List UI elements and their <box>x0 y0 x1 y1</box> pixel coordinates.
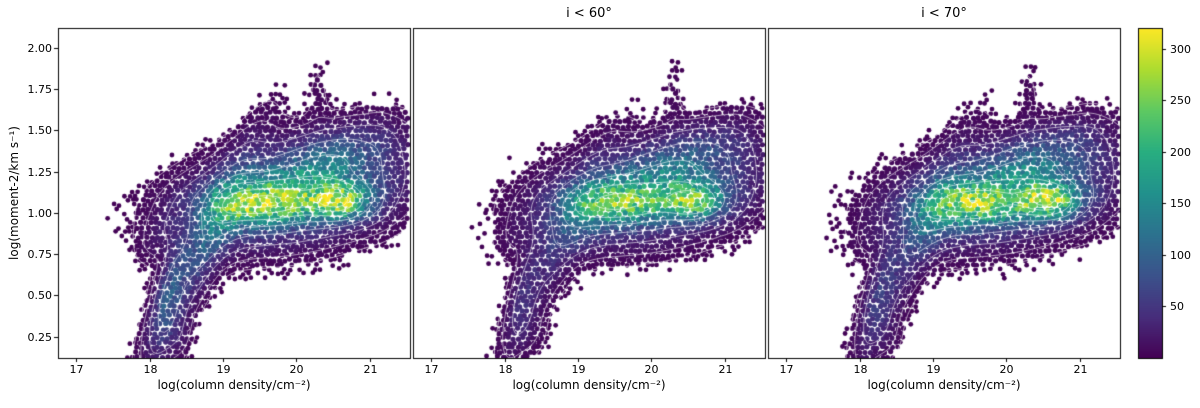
x-tick-label: 17 <box>779 363 794 376</box>
colorbar-tick-label: 200 <box>1170 145 1191 159</box>
x-tick-label: 20 <box>289 363 304 376</box>
panel3-title: i < 70° <box>921 6 967 21</box>
x-tick-label: 19 <box>216 363 231 376</box>
x-tick-label: 17 <box>69 363 84 376</box>
panel3-x-axis-label: log(column density/cm⁻²) <box>867 378 1021 392</box>
panel1-x-axis-label: log(column density/cm⁻²) <box>157 378 311 392</box>
colorbar-tick-label: 50 <box>1170 299 1184 313</box>
y-tick-label: 1.00 <box>27 206 53 220</box>
x-tick-label: 20 <box>999 363 1014 376</box>
y-tick-label: 0.50 <box>27 288 53 302</box>
y-axis-label: log(moment-2/km s⁻¹) <box>7 126 21 260</box>
y-tick-label: 2.00 <box>27 41 53 55</box>
y-tick-label: 1.25 <box>27 165 53 179</box>
y-tick-label: 1.50 <box>27 123 53 137</box>
x-tick-label: 21 <box>1073 363 1088 376</box>
x-tick-label: 18 <box>143 363 158 376</box>
y-tick-label: 0.75 <box>27 247 53 261</box>
x-tick-label: 20 <box>644 363 659 376</box>
x-tick-label: 17 <box>424 363 439 376</box>
colorbar-tick-label: 100 <box>1170 248 1191 262</box>
x-tick-label: 21 <box>718 363 733 376</box>
y-tick-label: 0.25 <box>27 330 53 344</box>
y-tick-label: 1.75 <box>27 82 53 96</box>
colorbar-tick-label: 300 <box>1170 42 1191 56</box>
x-tick-label: 19 <box>926 363 941 376</box>
panel2-title: i < 60° <box>566 6 612 21</box>
x-tick-label: 18 <box>498 363 513 376</box>
x-tick-label: 21 <box>363 363 378 376</box>
x-tick-label: 18 <box>853 363 868 376</box>
x-tick-label: 19 <box>571 363 586 376</box>
panel2-x-axis-label: log(column density/cm⁻²) <box>512 378 666 392</box>
colorbar-tick-label: 250 <box>1170 93 1191 107</box>
colorbar-tick-label: 150 <box>1170 196 1191 210</box>
